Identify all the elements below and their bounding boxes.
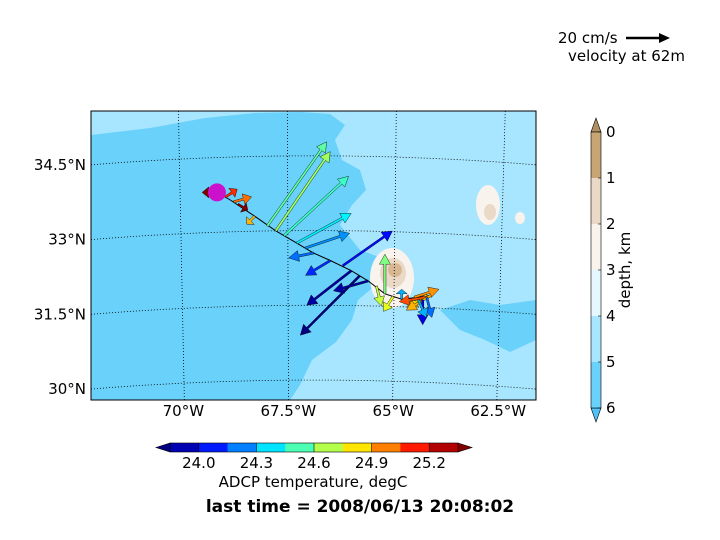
- velocity-arrow: [266, 141, 327, 227]
- velocity-arrows: [201, 141, 440, 336]
- temp-colorbar-segment: [371, 443, 401, 452]
- velocity-arrow: [395, 289, 408, 300]
- velocity-arrow: [233, 193, 252, 205]
- velocity-arrow: [413, 286, 440, 299]
- grid-parallel: [90, 379, 537, 390]
- velocity-arrow: [295, 213, 352, 245]
- depth-colorbar-tick-label: 5: [606, 353, 616, 371]
- depth-colorbar-tick-label: 1: [606, 169, 616, 187]
- depth-colorbar-segment: [591, 132, 601, 178]
- temperature-colorbar: 24.0 24.3 24.6 24.9 25.2: [155, 442, 473, 472]
- grid-meridian: [177, 110, 185, 401]
- temp-colorbar-segment: [227, 443, 257, 452]
- temp-colorbar-extend-left: [155, 442, 171, 453]
- depth-colorbar-tick-label: 4: [606, 307, 616, 325]
- temp-colorbar-segment: [198, 443, 228, 452]
- map-clip-group: [91, 111, 536, 400]
- depth-colorbar-tick-label: 6: [606, 399, 616, 417]
- y-tick-label: 31.5°N: [34, 305, 86, 323]
- velocity-arrow: [417, 299, 429, 319]
- deep-water-region-east: [440, 300, 536, 352]
- x-tick-label: 70°W: [163, 402, 205, 420]
- velocity-arrow: [305, 259, 332, 276]
- x-tick-labels: 70°W 67.5°W 65°W 62.5°W: [163, 402, 527, 420]
- velocity-arrow: [382, 295, 395, 312]
- temp-colorbar-segment: [285, 443, 315, 452]
- depth-colorbar-extend-top: [590, 117, 602, 133]
- velocity-arrow: [246, 215, 256, 225]
- temp-colorbar-segment: [342, 443, 372, 452]
- velocity-arrow: [283, 176, 349, 237]
- depth-colorbar-segment: [591, 270, 601, 316]
- temp-colorbar-tick-label: 24.3: [240, 454, 273, 472]
- temp-colorbar-tick-label: 25.2: [412, 454, 445, 472]
- grid-meridian: [392, 110, 397, 401]
- temp-colorbar-segment: [429, 443, 459, 452]
- depth-colorbar-segment: [591, 224, 601, 270]
- seamount-east: [476, 185, 525, 225]
- x-tick-label: 67.5°W: [260, 402, 316, 420]
- depth-colorbar-tick-label: 3: [606, 261, 616, 279]
- velocity-arrow: [333, 279, 369, 294]
- temp-colorbar-extend-right: [457, 442, 473, 453]
- temp-colorbar-tick-label: 24.9: [355, 454, 388, 472]
- depth-colorbar-segment: [591, 362, 601, 408]
- reference-vector: 20 cm/s velocity at 62m: [558, 29, 685, 65]
- y-tick-label: 33°N: [48, 231, 86, 249]
- reference-vector-label: 20 cm/s: [558, 29, 618, 47]
- temp-colorbar-segment: [256, 443, 286, 452]
- y-tick-label: 34.5°N: [34, 156, 86, 174]
- temp-colorbar-tick-label: 24.6: [297, 454, 330, 472]
- last-time-title: last time = 2008/06/13 20:08:02: [206, 497, 514, 517]
- temp-colorbar-tick-label: 24.0: [182, 454, 215, 472]
- depth-colorbar-tick-label: 2: [606, 215, 616, 233]
- depth-colorbar-segment: [591, 178, 601, 224]
- depth-colorbar-extend-bottom: [590, 407, 602, 423]
- map-panel: 70°W 67.5°W 65°W 62.5°W 30°N 31.5°N 33°N 34.5°…: [34, 110, 537, 420]
- depth-colorbar-segment: [591, 316, 601, 362]
- velocity-arrow: [288, 250, 314, 262]
- grid-parallel: [90, 155, 537, 166]
- current-position-marker: [207, 183, 226, 202]
- y-tick-labels: 30°N 31.5°N 33°N 34.5°N: [34, 156, 86, 398]
- velocity-arrow: [379, 253, 391, 294]
- grid-parallel: [90, 304, 537, 315]
- velocity-arrow: [224, 187, 238, 199]
- velocity-arrow: [373, 285, 385, 307]
- temp-colorbar-segment: [400, 443, 430, 452]
- x-tick-label: 65°W: [373, 402, 415, 420]
- y-tick-label: 30°N: [48, 380, 86, 398]
- depth-colorbar: 0 1 2 3 4 5 6: [590, 117, 616, 423]
- map-frame: [90, 110, 537, 401]
- depth-colorbar-label: depth, km: [616, 232, 634, 309]
- temperature-colorbar-label: ADCP temperature, degC: [219, 473, 408, 491]
- velocity-arrow: [304, 230, 351, 250]
- velocity-arrow: [342, 230, 393, 267]
- temp-colorbar-segment: [170, 443, 200, 452]
- velocity-arrow: [237, 202, 249, 213]
- x-tick-label: 62.5°W: [470, 402, 526, 420]
- grid-meridian: [496, 110, 506, 401]
- reference-vector-sublabel: velocity at 62m: [568, 47, 685, 65]
- grid-meridian: [286, 110, 289, 401]
- depth-colorbar-tick-label: 0: [606, 123, 616, 141]
- grid-parallel: [90, 230, 537, 240]
- velocity-arrow: [306, 269, 353, 306]
- reference-vector-arrowhead: [659, 33, 670, 43]
- velocity-arrow: [274, 151, 331, 232]
- temp-colorbar-segment: [314, 443, 344, 452]
- map-grid: [90, 110, 537, 401]
